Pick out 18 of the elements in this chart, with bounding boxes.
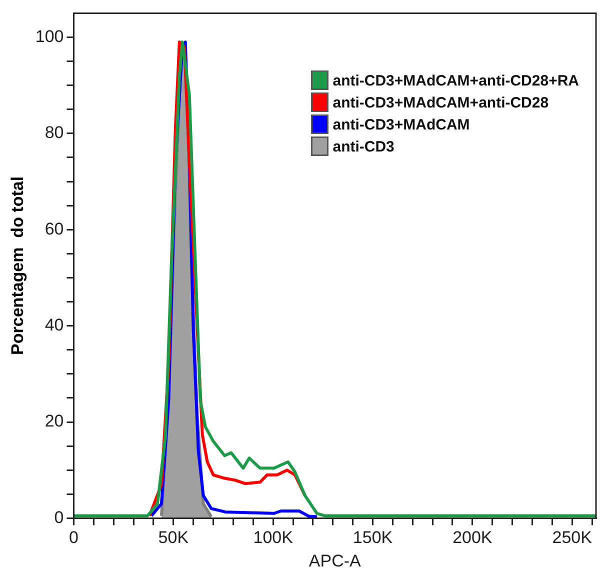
y-tick-label: 80 xyxy=(44,123,64,142)
x-tick-label: 50K xyxy=(158,528,190,548)
legend-label: anti-CD3 xyxy=(332,138,394,156)
x-tick-label: 200K xyxy=(452,528,493,548)
y-tick-label: 20 xyxy=(44,412,64,431)
x-tick-label: 100K xyxy=(253,528,294,548)
legend-label: anti-CD3+MAdCAM+anti-CD28+RA xyxy=(332,72,580,90)
y-tick-label: 0 xyxy=(54,508,64,527)
y-tick-label: 60 xyxy=(44,219,64,238)
x-tick-label: 250K xyxy=(552,528,593,548)
y-axis-title: Porcentagem do total xyxy=(8,176,27,355)
legend-label: anti-CD3+MAdCAM xyxy=(332,116,470,134)
x-axis-title: APC-A xyxy=(308,551,362,570)
x-tick-label: 150K xyxy=(352,528,394,548)
y-tick-label: 100 xyxy=(35,26,64,46)
y-tick-label: 40 xyxy=(44,316,64,335)
legend-label: anti-CD3+MAdCAM+anti-CD28 xyxy=(332,94,549,112)
x-tick-label: 0 xyxy=(69,528,78,548)
